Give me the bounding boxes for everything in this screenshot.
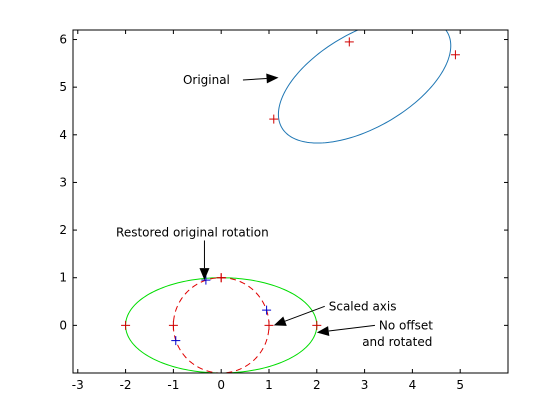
annotation-arrow-shaft bbox=[242, 77, 267, 81]
axes-frame bbox=[72, 29, 509, 374]
annotation-arrow-head bbox=[199, 268, 210, 281]
annotation-arrow-shaft bbox=[328, 324, 375, 332]
annotation-arrow-shaft bbox=[284, 305, 325, 322]
x-tick-label: 5 bbox=[456, 378, 464, 392]
marker-plus bbox=[201, 275, 211, 285]
marker-plus bbox=[450, 50, 460, 60]
annotation-text: Scaled axis bbox=[329, 299, 397, 313]
ellipse-series-1 bbox=[125, 277, 318, 373]
y-tick-label: 6 bbox=[59, 33, 67, 47]
marker-plus bbox=[121, 320, 131, 330]
y-tick-label: 0 bbox=[59, 318, 67, 332]
marker-plus bbox=[344, 37, 354, 47]
marker-plus bbox=[171, 336, 181, 346]
x-tick-label: -2 bbox=[120, 378, 132, 392]
ellipse-series-0 bbox=[277, 30, 452, 144]
marker-plus bbox=[264, 320, 274, 330]
axis-ticks: -3 -2 -1 0 1 2 3 4 5 0 1 2 3 4 5 6 bbox=[59, 30, 508, 392]
marker-plus bbox=[216, 273, 226, 283]
y-tick-label: 4 bbox=[59, 128, 67, 142]
marker-plus bbox=[312, 320, 322, 330]
marker-plus bbox=[269, 114, 279, 124]
annotations: Original Restored original rotation Scaled… bbox=[116, 73, 433, 349]
y-tick-label: 3 bbox=[59, 175, 67, 189]
x-tick-label: -1 bbox=[167, 378, 179, 392]
x-tick-label: -3 bbox=[72, 378, 84, 392]
x-tick-label: 2 bbox=[313, 378, 321, 392]
y-tick-label: 1 bbox=[59, 271, 67, 285]
x-tick-label: 0 bbox=[217, 378, 225, 392]
annotation-arrow-head bbox=[266, 73, 279, 84]
x-tick-label: 1 bbox=[265, 378, 273, 392]
annotation-text: No offset bbox=[379, 318, 433, 332]
annotation-text: Original bbox=[183, 73, 230, 87]
annotation-text-line2: and rotated bbox=[362, 335, 432, 349]
marker-plus bbox=[168, 320, 178, 330]
x-tick-label: 4 bbox=[409, 378, 417, 392]
annotation-arrow-head bbox=[316, 326, 330, 337]
annotation-text: Restored original rotation bbox=[116, 225, 269, 239]
y-tick-label: 2 bbox=[59, 223, 67, 237]
marker-plus bbox=[262, 305, 272, 315]
y-tick-label: 5 bbox=[59, 80, 67, 94]
plot-content bbox=[121, 30, 460, 373]
annotation-arrow-head bbox=[273, 316, 287, 326]
x-tick-label: 3 bbox=[361, 378, 369, 392]
ellipse-series-2 bbox=[172, 277, 270, 373]
